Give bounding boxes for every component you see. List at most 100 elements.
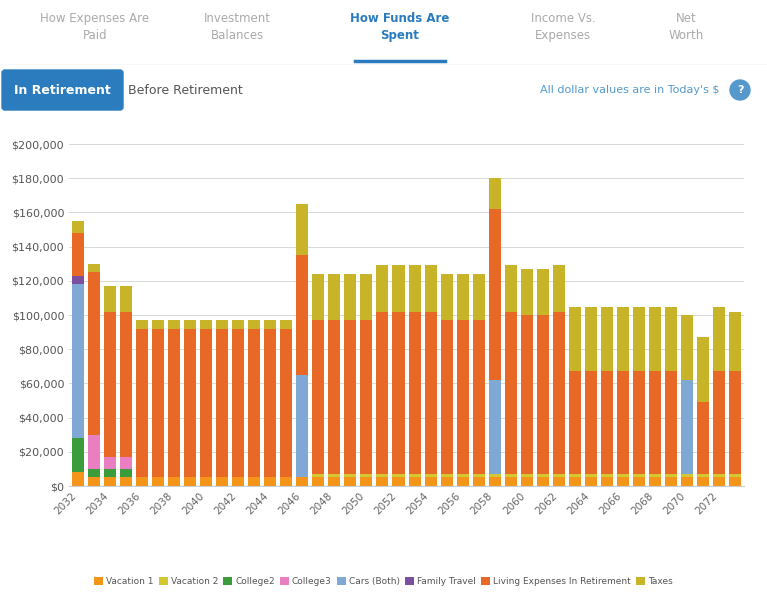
Bar xyxy=(72,472,84,486)
Bar xyxy=(537,315,549,474)
Bar xyxy=(425,478,436,486)
Bar xyxy=(120,469,132,478)
Bar xyxy=(280,320,292,329)
Bar xyxy=(328,474,341,478)
Bar xyxy=(713,478,725,486)
Bar xyxy=(104,286,116,311)
Bar xyxy=(537,478,549,486)
Bar xyxy=(505,474,517,478)
Bar xyxy=(489,478,501,486)
Bar xyxy=(472,274,485,320)
Bar xyxy=(249,329,260,478)
Bar xyxy=(409,474,420,478)
Bar xyxy=(633,474,645,478)
Bar xyxy=(489,178,501,209)
Bar xyxy=(713,307,725,371)
Bar xyxy=(569,478,581,486)
Bar xyxy=(344,478,357,486)
Bar xyxy=(104,469,116,478)
Bar xyxy=(360,320,373,474)
Bar xyxy=(472,474,485,478)
Bar xyxy=(216,329,228,478)
Bar xyxy=(72,233,84,276)
Bar xyxy=(553,265,565,311)
Bar xyxy=(665,474,677,478)
Bar xyxy=(152,478,164,486)
Bar xyxy=(617,307,629,371)
Text: All dollar values are in Today's $: All dollar values are in Today's $ xyxy=(540,85,719,95)
Bar xyxy=(377,474,388,478)
Bar xyxy=(456,274,469,320)
Bar xyxy=(440,474,453,478)
Bar xyxy=(120,457,132,469)
Bar xyxy=(649,307,661,371)
Bar xyxy=(104,478,116,486)
Bar xyxy=(585,307,597,371)
Text: Before Retirement: Before Retirement xyxy=(127,83,242,97)
Bar xyxy=(120,286,132,311)
Bar xyxy=(617,478,629,486)
Bar xyxy=(713,474,725,478)
Bar xyxy=(360,274,373,320)
Bar xyxy=(168,320,180,329)
Bar xyxy=(681,380,693,474)
Bar xyxy=(264,329,276,478)
Bar xyxy=(601,307,613,371)
Bar xyxy=(280,478,292,486)
Bar xyxy=(120,478,132,486)
Bar xyxy=(249,478,260,486)
Bar xyxy=(505,311,517,474)
Bar xyxy=(456,320,469,474)
Bar xyxy=(344,474,357,478)
Bar xyxy=(425,311,436,474)
Bar xyxy=(377,311,388,474)
Bar xyxy=(729,478,741,486)
Bar xyxy=(697,478,709,486)
Text: Investment
Balances: Investment Balances xyxy=(203,12,271,42)
Bar xyxy=(344,320,357,474)
Bar xyxy=(729,311,741,371)
Bar xyxy=(537,474,549,478)
Text: Income Vs.
Expenses: Income Vs. Expenses xyxy=(531,12,595,42)
Bar xyxy=(200,329,212,478)
Bar xyxy=(472,478,485,486)
Bar xyxy=(585,371,597,474)
Bar xyxy=(136,329,148,478)
Bar xyxy=(152,320,164,329)
Bar xyxy=(136,320,148,329)
Bar xyxy=(184,329,196,478)
Bar xyxy=(440,320,453,474)
Bar xyxy=(88,272,100,435)
Bar xyxy=(521,269,533,315)
Bar xyxy=(489,474,501,478)
Bar xyxy=(585,474,597,478)
Bar xyxy=(681,474,693,478)
Bar xyxy=(393,478,404,486)
Bar xyxy=(88,435,100,469)
Text: Net
Worth: Net Worth xyxy=(668,12,703,42)
Bar xyxy=(649,371,661,474)
Bar xyxy=(312,478,324,486)
Legend: Vacation 1, Vacation 2, College2, College3, Cars (Both), Family Travel, Living E: Vacation 1, Vacation 2, College2, Colleg… xyxy=(91,573,676,589)
Bar xyxy=(249,320,260,329)
Bar xyxy=(296,478,308,486)
Bar xyxy=(184,320,196,329)
Bar xyxy=(344,274,357,320)
Bar xyxy=(472,320,485,474)
Bar xyxy=(360,474,373,478)
Text: In Retirement: In Retirement xyxy=(14,83,110,97)
Bar xyxy=(697,402,709,474)
Bar xyxy=(713,371,725,474)
Bar xyxy=(264,320,276,329)
Bar xyxy=(665,307,677,371)
Bar xyxy=(729,371,741,474)
Bar xyxy=(328,320,341,474)
Bar xyxy=(649,474,661,478)
Bar xyxy=(617,474,629,478)
Bar xyxy=(152,329,164,478)
Bar xyxy=(120,311,132,457)
Bar xyxy=(585,478,597,486)
Circle shape xyxy=(730,80,750,100)
Bar xyxy=(633,307,645,371)
Bar xyxy=(312,320,324,474)
